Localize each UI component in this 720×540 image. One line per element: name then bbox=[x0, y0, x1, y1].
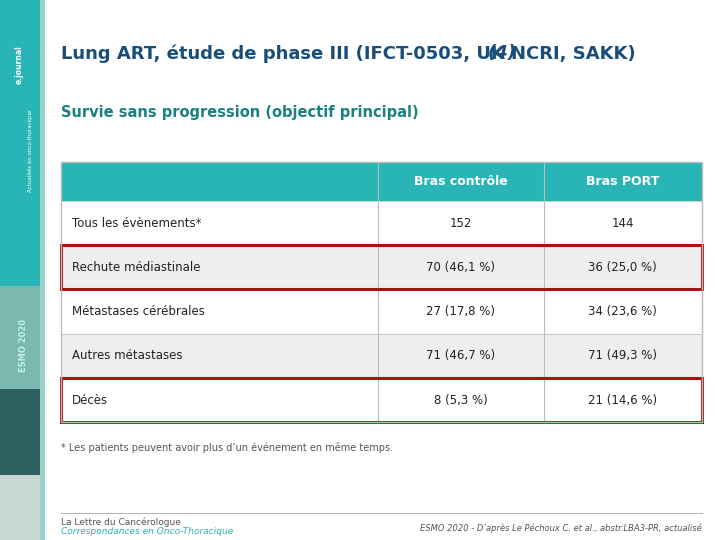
Text: 144: 144 bbox=[611, 217, 634, 230]
Text: 34 (23,6 %): 34 (23,6 %) bbox=[588, 305, 657, 318]
Text: Décès: Décès bbox=[72, 394, 108, 407]
Text: e.journal: e.journal bbox=[15, 45, 24, 84]
Bar bbox=[61, 378, 702, 422]
Text: Rechute médiastinale: Rechute médiastinale bbox=[72, 261, 200, 274]
Text: La Lettre du Cancérologue: La Lettre du Cancérologue bbox=[61, 517, 181, 527]
Bar bbox=[61, 378, 702, 422]
Text: 21 (14,6 %): 21 (14,6 %) bbox=[588, 394, 657, 407]
Bar bbox=[61, 334, 702, 378]
Text: Bras contrôle: Bras contrôle bbox=[414, 175, 508, 188]
Text: Actualités en onco-thoracique: Actualités en onco-thoracique bbox=[27, 110, 33, 192]
Text: Bras PORT: Bras PORT bbox=[586, 175, 660, 188]
Text: 27 (17,8 %): 27 (17,8 %) bbox=[426, 305, 495, 318]
Bar bbox=[61, 245, 702, 289]
Bar bbox=[0, 475, 40, 540]
Text: Survie sans progression (objectif principal): Survie sans progression (objectif princi… bbox=[61, 105, 419, 120]
Text: Métastases cérébrales: Métastases cérébrales bbox=[72, 305, 205, 318]
Text: ESMO 2020: ESMO 2020 bbox=[19, 319, 27, 372]
Text: Autres métastases: Autres métastases bbox=[72, 349, 182, 362]
Text: * Les patients peuvent avoir plus d’un événement en même temps.: * Les patients peuvent avoir plus d’un é… bbox=[61, 443, 393, 453]
Bar bbox=[61, 201, 702, 245]
Text: Lung ART, étude de phase III (IFCT-0503, UK NCRI, SAKK): Lung ART, étude de phase III (IFCT-0503,… bbox=[61, 44, 642, 63]
Text: 70 (46,1 %): 70 (46,1 %) bbox=[426, 261, 495, 274]
Bar bbox=[0, 0, 40, 286]
Text: Tous les évènements*: Tous les évènements* bbox=[72, 217, 202, 230]
Text: 36 (25,0 %): 36 (25,0 %) bbox=[588, 261, 657, 274]
Bar bbox=[61, 162, 702, 201]
Text: 8 (5,3 %): 8 (5,3 %) bbox=[434, 394, 487, 407]
Text: (4): (4) bbox=[487, 44, 516, 62]
Bar bbox=[61, 289, 702, 334]
Text: 71 (49,3 %): 71 (49,3 %) bbox=[588, 349, 657, 362]
Text: Correspondances en Onco-Thoracique: Correspondances en Onco-Thoracique bbox=[61, 527, 233, 536]
Bar bbox=[0, 389, 40, 475]
Text: ESMO 2020 - D’après Le Péchoux C. et al., abstr.LBA3-PR, actualisé: ESMO 2020 - D’après Le Péchoux C. et al.… bbox=[420, 523, 702, 533]
Text: 71 (46,7 %): 71 (46,7 %) bbox=[426, 349, 495, 362]
Bar bbox=[61, 245, 702, 289]
Bar bbox=[61, 162, 702, 422]
Bar bbox=[40, 0, 45, 540]
Bar bbox=[0, 286, 40, 389]
Text: 152: 152 bbox=[449, 217, 472, 230]
